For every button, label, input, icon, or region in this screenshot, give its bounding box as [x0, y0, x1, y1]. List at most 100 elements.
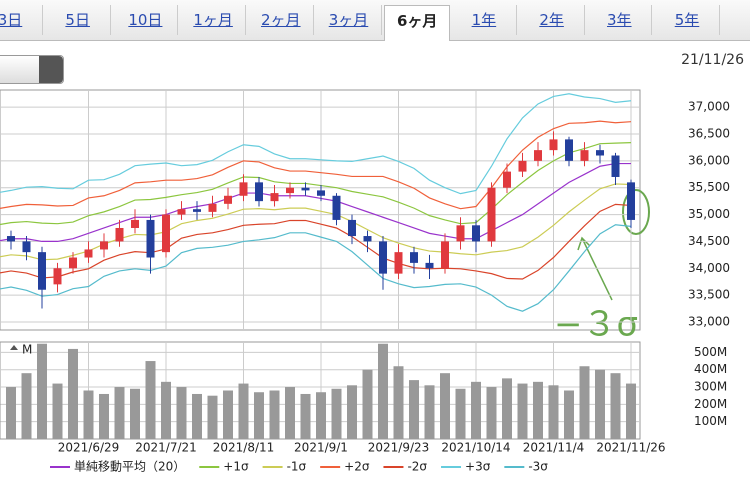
- y-tick-label: 35,500: [688, 180, 730, 194]
- candle-body: [224, 195, 232, 204]
- volume-tick-label: 100M: [694, 414, 727, 428]
- candle-body: [534, 150, 542, 161]
- candle-body: [146, 219, 155, 258]
- tab[interactable]: 5日: [46, 5, 111, 35]
- volume-bar: [502, 378, 512, 439]
- candle-body: [115, 227, 124, 242]
- date: 21/11/26: [681, 52, 744, 68]
- volume-bar: [300, 393, 311, 439]
- legend-label: 単純移動平均（20）: [74, 460, 185, 474]
- volume-bar: [455, 388, 466, 439]
- volume-bar: [626, 383, 636, 439]
- x-tick-label: 2021/6/29: [58, 441, 120, 455]
- candle-body: [627, 182, 635, 220]
- volume-bar: [316, 392, 326, 439]
- y-tick-label: 33,000: [688, 314, 730, 328]
- volume-bar: [52, 383, 63, 439]
- volume-bar: [83, 390, 94, 439]
- tab[interactable]: 5年: [655, 5, 720, 35]
- volume-tick-label: 300M: [694, 380, 727, 394]
- candle-body: [503, 171, 511, 188]
- candle-body: [611, 155, 620, 177]
- band-line: [0, 224, 632, 312]
- x-tick-label: 2021/7/21: [135, 441, 197, 455]
- volume-plot: [0, 343, 636, 439]
- volume-bar: [21, 373, 32, 439]
- candle-body: [487, 187, 496, 242]
- volume-bar: [579, 366, 590, 439]
- volume-bar: [331, 388, 342, 439]
- candle-body: [363, 236, 372, 242]
- band-line: [0, 142, 632, 226]
- candle-body: [286, 187, 294, 194]
- candle-body: [131, 219, 139, 228]
- candle-body: [410, 252, 418, 263]
- candle-body: [208, 203, 217, 212]
- volume-bar: [548, 385, 559, 439]
- volume-bar: [533, 381, 543, 439]
- tab[interactable]: 6ヶ月: [384, 5, 451, 41]
- candle-body: [301, 187, 310, 191]
- volume-bar: [37, 343, 47, 439]
- tab[interactable]: 3ヶ月: [317, 5, 382, 35]
- tab[interactable]: 2ヶ月: [249, 5, 314, 35]
- price-frame: [0, 89, 641, 331]
- volume-bar: [130, 388, 140, 439]
- volume-bar: [6, 387, 16, 439]
- volume-bar: [378, 343, 388, 439]
- candle-body: [239, 182, 248, 196]
- legend-label: -2σ: [407, 460, 427, 474]
- volume-bar: [176, 387, 187, 439]
- candle-body: [580, 150, 589, 161]
- volume-bar: [347, 385, 357, 439]
- volume-bar: [362, 369, 373, 439]
- volume-bar: [285, 387, 295, 439]
- candle-body: [332, 195, 341, 220]
- volume-unit: M: [22, 343, 32, 357]
- volume-bar: [440, 373, 450, 439]
- band-line: [0, 203, 632, 280]
- band-line: [0, 183, 632, 261]
- candle-body: [270, 193, 279, 202]
- volume-bar: [207, 395, 218, 439]
- dropdown[interactable]: [0, 55, 64, 84]
- candle-body: [255, 182, 263, 202]
- volume-bar: [0, 392, 1, 439]
- volume-tick-label: 400M: [694, 362, 727, 376]
- volume-bar: [409, 380, 419, 439]
- volume-bar: [254, 392, 264, 439]
- candle-body: [456, 225, 465, 242]
- volume-bar: [238, 383, 249, 439]
- volume-bar: [114, 387, 125, 439]
- candle-body: [162, 214, 170, 253]
- dropdown-arrow[interactable]: [39, 56, 63, 83]
- price-plot: [0, 93, 635, 312]
- legend-label: +1σ: [223, 460, 249, 474]
- tab[interactable]: 3年: [587, 5, 653, 35]
- volume-bar: [145, 361, 156, 439]
- volume-bar: [517, 383, 528, 439]
- candle-body: [193, 209, 201, 212]
- volume-tick-label: 200M: [694, 397, 727, 411]
- tab[interactable]: 1ヶ月: [181, 5, 247, 35]
- candle-body: [7, 236, 15, 242]
- highlight-ellipse: [622, 189, 650, 235]
- candle-body: [565, 139, 573, 161]
- arrow: [581, 237, 613, 301]
- candle-body: [53, 268, 62, 285]
- tab[interactable]: 2年: [520, 5, 585, 35]
- tab[interactable]: 3日: [0, 5, 43, 35]
- tab[interactable]: 1年: [452, 5, 517, 35]
- candle-body: [425, 262, 434, 269]
- volume-bar: [471, 381, 481, 439]
- volume-bar: [192, 393, 202, 439]
- y-tick-label: 34,000: [688, 261, 730, 275]
- y-tick-label: 34,500: [688, 234, 730, 248]
- volume-bar: [269, 390, 280, 439]
- candle-body: [596, 150, 604, 156]
- annotation: −３σ: [554, 305, 638, 345]
- candle-body: [177, 209, 186, 215]
- tab[interactable]: 10日: [113, 5, 179, 35]
